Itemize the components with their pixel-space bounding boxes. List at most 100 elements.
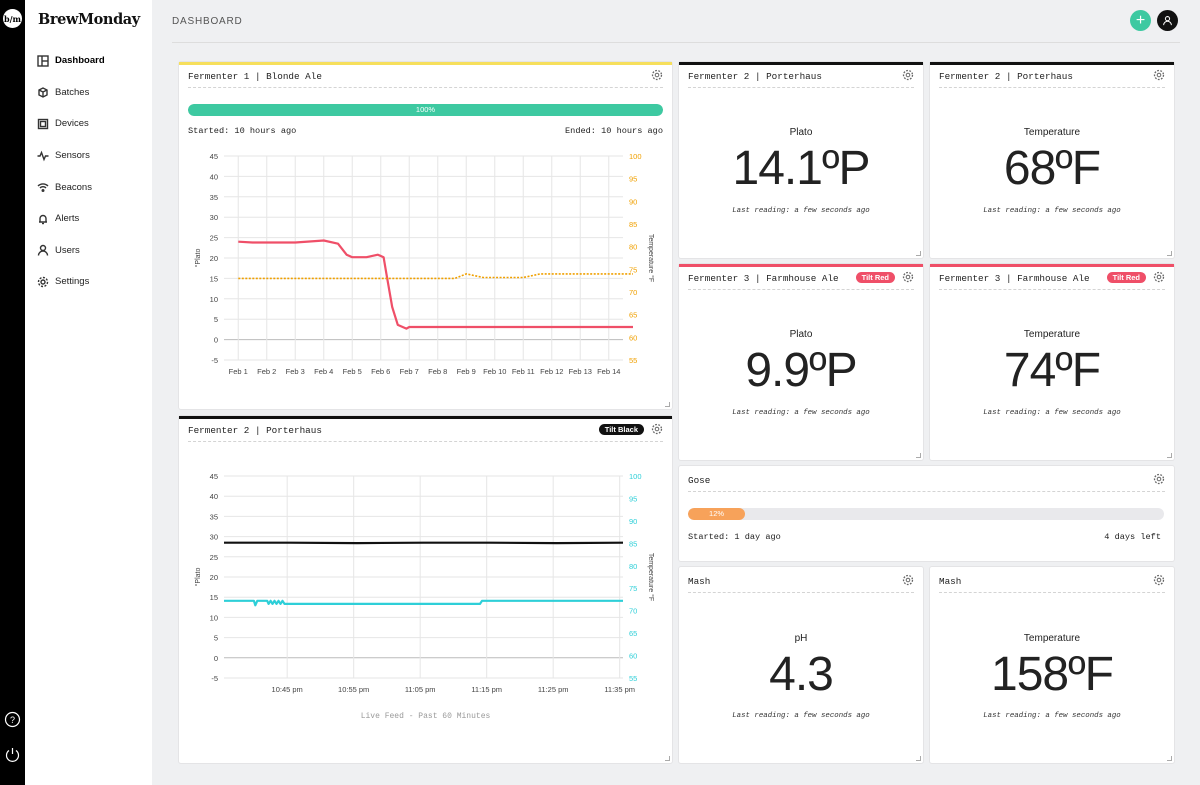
card-title: Gose: [688, 475, 711, 486]
power-icon[interactable]: [4, 746, 21, 763]
card-accent-bar: [930, 264, 1174, 267]
card-divider: [688, 592, 914, 593]
metric-value: 4.3: [769, 648, 834, 701]
y-tick-label: 35: [210, 193, 218, 202]
resize-handle[interactable]: [916, 756, 921, 761]
fermenter-3-plato-card: Fermenter 3 | Farmhouse Ale Tilt Red Pla…: [679, 264, 923, 460]
y-tick-label: 5: [214, 315, 218, 324]
y2-tick-label: 90: [629, 517, 637, 526]
resize-handle[interactable]: [665, 402, 670, 407]
last-reading: Last reading: a few seconds ago: [983, 712, 1121, 720]
gear-icon[interactable]: [1153, 69, 1165, 81]
batch-progress-bar: 12%: [688, 508, 1164, 520]
sidebar-item-dashboard[interactable]: Dashboard: [37, 45, 149, 77]
card-title: Fermenter 1 | Blonde Ale: [188, 71, 322, 82]
help-icon[interactable]: ?: [4, 711, 21, 728]
series-plato-line: [238, 239, 633, 330]
y2-tick-label: 60: [629, 333, 637, 342]
page-title: DASHBOARD: [172, 16, 243, 27]
y2-axis-label: Temperature °F: [647, 553, 655, 601]
metric-value: 158ºF: [991, 648, 1114, 701]
x-tick-label: 10:55 pm: [338, 685, 369, 694]
series-temperature-line: [238, 273, 633, 280]
sidebar-item-batches[interactable]: Batches: [37, 77, 149, 109]
y2-tick-label: 80: [629, 562, 637, 571]
resize-handle[interactable]: [916, 453, 921, 458]
sidebar-item-settings[interactable]: Settings: [37, 266, 149, 298]
series-temperature-line: [224, 599, 623, 607]
x-tick-label: Feb 13: [569, 367, 592, 376]
resize-handle[interactable]: [1167, 453, 1172, 458]
sidebar-item-label: Batches: [55, 86, 90, 98]
sidebar-item-label: Sensors: [55, 150, 90, 162]
gear-icon: [37, 276, 49, 288]
gear-icon[interactable]: [1153, 473, 1165, 485]
metric-value: 74ºF: [1003, 344, 1101, 397]
sidebar-item-beacons[interactable]: Beacons: [37, 171, 149, 203]
sidebar-item-label: Settings: [55, 276, 90, 288]
gear-icon[interactable]: [902, 69, 914, 81]
metric-value: 68ºF: [1003, 142, 1101, 195]
user-menu-button[interactable]: [1157, 10, 1178, 31]
brand-name[interactable]: BrewMonday: [38, 11, 140, 28]
x-tick-label: 11:05 pm: [405, 685, 436, 694]
y2-tick-label: 55: [629, 674, 637, 683]
sidebar-item-sensors[interactable]: Sensors: [37, 140, 149, 172]
metric-label: Plato: [789, 329, 813, 340]
sidebar-item-users[interactable]: Users: [37, 235, 149, 267]
y-tick-label: 25: [210, 553, 218, 562]
logo-mark[interactable]: b/m: [3, 9, 22, 28]
gear-icon[interactable]: [1153, 574, 1165, 586]
sidebar-item-label: Alerts: [55, 213, 80, 225]
y2-tick-label: 75: [629, 584, 637, 593]
svg-text:?: ?: [10, 715, 15, 725]
batch-progress-bar: 100%: [188, 104, 663, 116]
x-tick-label: 11:35 pm: [604, 685, 635, 694]
y2-tick-label: 65: [629, 311, 637, 320]
last-reading: Last reading: a few seconds ago: [983, 409, 1121, 417]
card-divider: [688, 289, 914, 290]
last-reading: Last reading: a few seconds ago: [732, 409, 870, 417]
sidebar-nav: Dashboard Batches Devices Sensors Beacon…: [37, 45, 149, 298]
gear-icon[interactable]: [651, 69, 663, 81]
ended-text: Ended: 10 hours ago: [565, 126, 663, 136]
gear-icon[interactable]: [1153, 271, 1165, 283]
x-tick-label: Feb 9: [457, 367, 476, 376]
gear-icon[interactable]: [902, 574, 914, 586]
card-accent-bar: [930, 62, 1174, 65]
x-tick-label: Feb 7: [400, 367, 419, 376]
x-tick-label: Feb 3: [286, 367, 305, 376]
app-rail: b/m ?: [0, 0, 25, 785]
resize-handle[interactable]: [916, 251, 921, 256]
last-reading: Last reading: a few seconds ago: [732, 712, 870, 720]
y-tick-label: 25: [210, 234, 218, 243]
resize-handle[interactable]: [1167, 251, 1172, 256]
y2-tick-label: 100: [629, 472, 642, 481]
y-tick-label: 0: [214, 336, 218, 345]
y-tick-label: 40: [210, 492, 218, 501]
gear-icon[interactable]: [651, 423, 663, 435]
x-tick-label: Feb 5: [343, 367, 362, 376]
gear-icon[interactable]: [902, 271, 914, 283]
y-tick-label: 30: [210, 533, 218, 542]
sidebar-item-devices[interactable]: Devices: [37, 108, 149, 140]
progress-fill: 100%: [188, 104, 663, 116]
sidebar-item-alerts[interactable]: Alerts: [37, 203, 149, 235]
started-text: Started: 10 hours ago: [188, 126, 297, 136]
mash-ph-card: Mash pH 4.3 Last reading: a few seconds …: [679, 567, 923, 763]
y2-tick-label: 85: [629, 220, 637, 229]
y-tick-label: 15: [210, 274, 218, 283]
y2-tick-label: 95: [629, 494, 637, 503]
y-tick-label: 10: [210, 613, 218, 622]
card-divider: [688, 491, 1165, 492]
add-button[interactable]: +: [1130, 10, 1151, 31]
x-tick-label: 11:15 pm: [471, 685, 502, 694]
live-feed-chart: 45 40 35 30 25 20 15 10 5 0 -5 100 95 90 85 80 75 70 65 60 5…: [194, 472, 655, 694]
sidebar: BrewMonday Dashboard Batches Devices Sen…: [25, 0, 152, 785]
resize-handle[interactable]: [665, 756, 670, 761]
time-left-text: 4 days left: [1104, 532, 1161, 542]
card-title: Fermenter 3 | Farmhouse Ale: [939, 273, 1090, 284]
card-divider: [188, 87, 663, 88]
resize-handle[interactable]: [1167, 756, 1172, 761]
progress-fill: 12%: [688, 508, 746, 520]
